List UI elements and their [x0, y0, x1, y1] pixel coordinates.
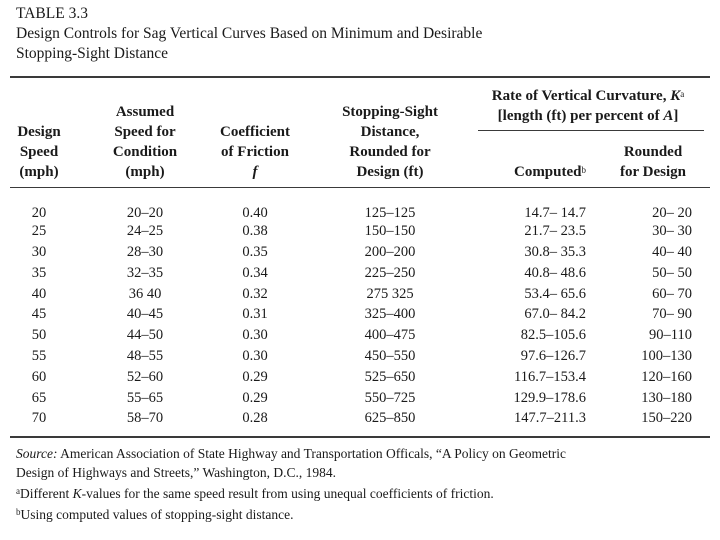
cell-design-speed: 50 — [31, 327, 47, 343]
cell-friction: 0.30 — [242, 327, 268, 343]
cell-friction: 0.29 — [242, 369, 268, 385]
cell-assumed-speed: 36 40 — [128, 286, 162, 302]
header-design-speed: Design Speed (mph) — [17, 124, 61, 180]
cell-friction: 0.34 — [242, 265, 268, 281]
cell-design-speed: 70 — [31, 410, 47, 426]
cell-design-speed: 35 — [31, 265, 47, 281]
footnote-b: bUsing computed values of stopping-sight… — [16, 507, 294, 522]
cell-assumed-speed: 28–30 — [126, 244, 164, 260]
cell-ssd: 525–650 — [364, 369, 416, 385]
cell-friction: 0.32 — [242, 286, 268, 302]
cell-computed: 82.5–105.6 — [520, 327, 586, 343]
cell-ssd: 550–725 — [364, 390, 416, 406]
table-caption: TABLE 3.3 Design Controls for Sag Vertic… — [16, 4, 706, 64]
cell-computed: 14.7– 14.7 — [524, 205, 586, 221]
cell-friction: 0.29 — [242, 390, 268, 406]
cell-ssd: 450–550 — [364, 348, 416, 364]
cell-rounded: 90–110 — [649, 327, 692, 343]
cell-ssd: 325–400 — [364, 306, 416, 322]
cell-rounded: 50– 50 — [652, 265, 692, 281]
cell-computed: 40.8– 48.6 — [524, 265, 586, 281]
cell-design-speed: 60 — [31, 369, 47, 385]
cell-design-speed: 45 — [31, 306, 47, 322]
cell-rounded: 60– 70 — [652, 286, 692, 302]
cell-design-speed: 40 — [31, 286, 47, 302]
cell-assumed-speed: 44–50 — [126, 327, 164, 343]
cell-friction: 0.40 — [242, 205, 268, 221]
cell-rounded: 40– 40 — [652, 244, 692, 260]
cell-design-speed: 30 — [31, 244, 47, 260]
cell-design-speed: 25 — [31, 223, 47, 239]
table-title-line-2: Stopping-Sight Distance — [16, 45, 168, 62]
cell-computed: 67.0– 84.2 — [524, 306, 586, 322]
cell-friction: 0.30 — [242, 348, 268, 364]
table-title-line-1: Design Controls for Sag Vertical Curves … — [16, 25, 483, 42]
cell-rounded: 100–130 — [641, 348, 692, 364]
cell-assumed-speed: 58–70 — [126, 410, 164, 426]
cell-computed: 147.7–211.3 — [514, 410, 586, 426]
header-stopping-sight-distance: Stopping-Sight Distance, Rounded for Des… — [342, 104, 438, 180]
cell-assumed-speed: 24–25 — [126, 223, 164, 239]
cell-ssd: 400–475 — [364, 327, 416, 343]
cell-computed: 129.9–178.6 — [513, 390, 587, 406]
cell-friction: 0.35 — [242, 244, 268, 260]
bottom-rule — [10, 436, 710, 438]
cell-rounded: 30– 30 — [652, 223, 692, 239]
source-note-line-2: Design of Highways and Streets,” Washing… — [16, 465, 337, 480]
header-assumed-speed: Assumed Speed for Condition (mph) — [112, 104, 178, 180]
table-number: TABLE 3.3 — [16, 5, 88, 22]
cell-ssd: 200–200 — [364, 244, 416, 260]
source-note: Source: American Association of State Hi… — [16, 446, 567, 461]
friction-symbol: f — [252, 164, 258, 180]
header-coefficient-of-friction: Coefficient of Friction f — [204, 122, 306, 182]
cell-friction: 0.31 — [242, 306, 268, 322]
cell-assumed-speed: 20–20 — [126, 205, 164, 221]
cell-assumed-speed: 48–55 — [126, 348, 164, 364]
cell-ssd: 150–150 — [364, 223, 416, 239]
header-rate-of-vertical-curvature: Rate of Vertical Curvature, Ka [length (… — [491, 88, 685, 124]
cell-assumed-speed: 32–35 — [126, 265, 164, 281]
cell-assumed-speed: 55–65 — [126, 390, 164, 406]
cell-computed: 53.4– 65.6 — [524, 286, 586, 302]
spanner-rule — [478, 130, 704, 131]
cell-ssd: 225–250 — [364, 265, 416, 281]
cell-ssd: 275 325 — [366, 286, 414, 302]
cell-computed: 116.7–153.4 — [514, 369, 586, 385]
cell-design-speed: 65 — [31, 390, 47, 406]
table-notes: Source: American Association of State Hi… — [16, 444, 706, 524]
header-bottom-rule — [10, 187, 710, 188]
cell-friction: 0.38 — [242, 223, 268, 239]
cell-rounded: 130–180 — [641, 390, 692, 406]
footnote-a: aDifferent K-values for the same speed r… — [16, 486, 494, 501]
top-rule — [10, 76, 710, 78]
cell-rounded: 150–220 — [641, 410, 692, 426]
cell-computed: 21.7– 23.5 — [524, 223, 586, 239]
cell-ssd: 125–125 — [364, 205, 416, 221]
cell-computed: 30.8– 35.3 — [524, 244, 586, 260]
cell-rounded: 70– 90 — [652, 306, 692, 322]
cell-rounded: 20– 20 — [652, 205, 692, 221]
cell-design-speed: 20 — [31, 205, 47, 221]
cell-design-speed: 55 — [31, 348, 47, 364]
cell-assumed-speed: 52–60 — [126, 369, 164, 385]
cell-ssd: 625–850 — [364, 410, 416, 426]
header-rounded-for-design: Rounded for Design — [620, 144, 686, 180]
cell-rounded: 120–160 — [641, 369, 692, 385]
cell-assumed-speed: 40–45 — [126, 306, 164, 322]
cell-friction: 0.28 — [242, 410, 268, 426]
cell-computed: 97.6–126.7 — [520, 348, 586, 364]
header-computed: Computedb — [513, 164, 586, 180]
